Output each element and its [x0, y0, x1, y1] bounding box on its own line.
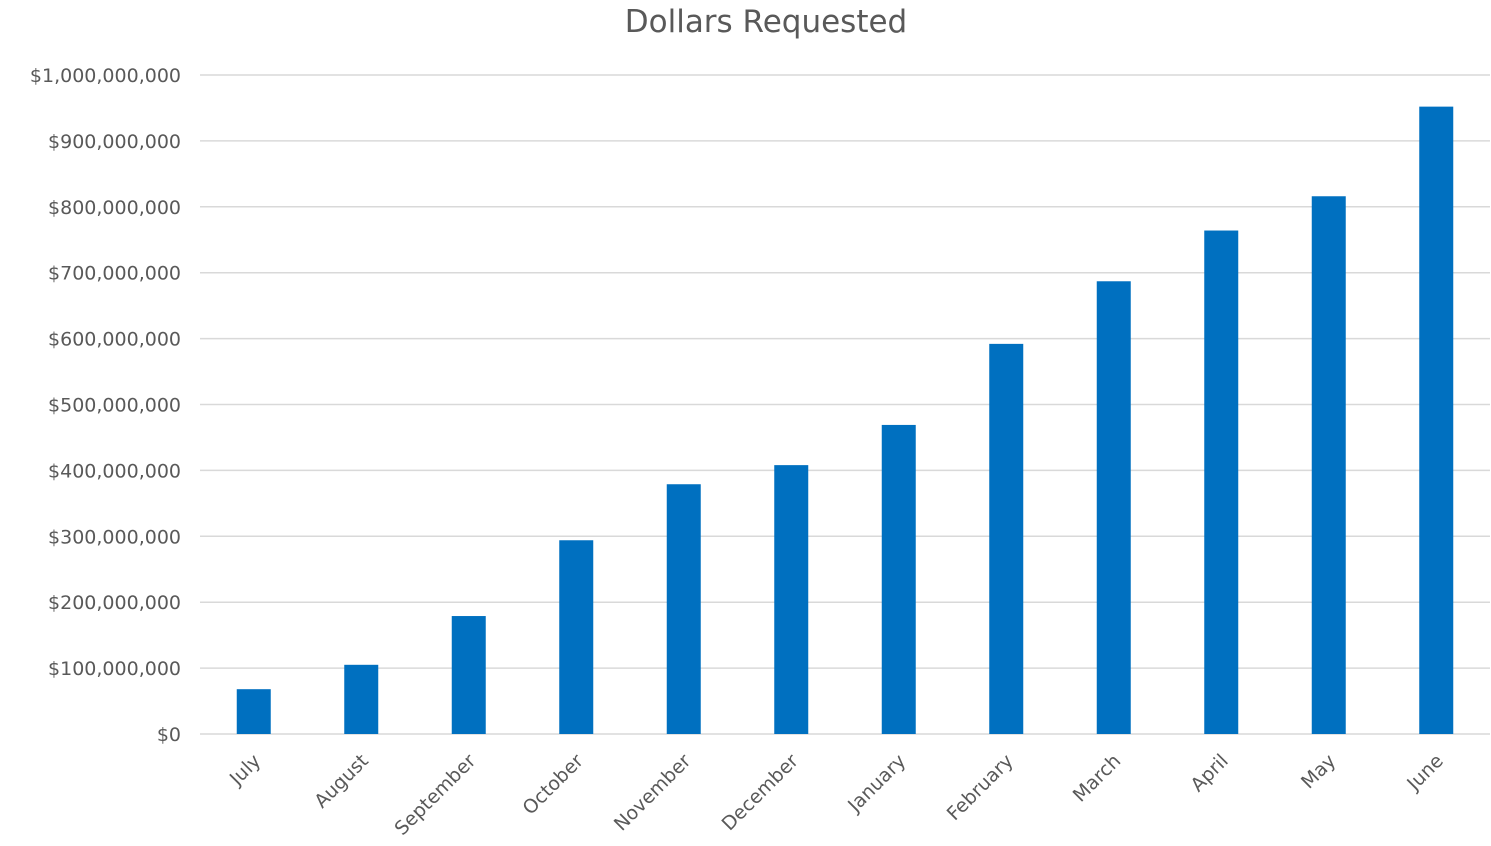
- y-tick-label: $1,000,000,000: [30, 65, 181, 87]
- bar-september: [451, 616, 486, 734]
- x-tick-label-august: August: [310, 750, 373, 813]
- x-tick-label-april: April: [1187, 750, 1233, 796]
- y-tick-label: $400,000,000: [48, 460, 181, 482]
- bar-october: [559, 540, 594, 734]
- x-tick-label-july: July: [225, 750, 265, 790]
- bar-july: [236, 689, 271, 734]
- bar-june: [1419, 106, 1454, 734]
- x-tick-label-december: December: [718, 750, 803, 835]
- bar-may: [1311, 196, 1346, 735]
- y-axis-tick-labels: $0 $100,000,000 $200,000,000 $300,000,000 $4…: [30, 65, 181, 746]
- y-tick-label: $0: [157, 724, 181, 746]
- y-tick-label: $300,000,000: [48, 526, 181, 548]
- x-tick-label-september: September: [390, 750, 480, 840]
- x-tick-label-october: October: [518, 750, 587, 819]
- x-axis-category-labels: July August September October November Decemb…: [225, 750, 1448, 840]
- y-tick-label: $200,000,000: [48, 592, 181, 614]
- bar-august: [344, 664, 379, 734]
- y-tick-label: $500,000,000: [48, 395, 181, 417]
- bar-january: [881, 424, 916, 734]
- x-tick-label-june: June: [1402, 750, 1448, 796]
- bar-april: [1204, 230, 1239, 735]
- y-tick-label: $900,000,000: [48, 131, 181, 153]
- bar-march: [1096, 281, 1131, 734]
- bar-december: [774, 465, 809, 734]
- x-tick-label-january: January: [843, 750, 910, 817]
- bar-november: [666, 484, 701, 734]
- x-tick-label-november: November: [610, 750, 696, 836]
- x-tick-label-may: May: [1297, 750, 1340, 793]
- x-tick-label-march: March: [1069, 750, 1126, 807]
- y-tick-label: $700,000,000: [48, 263, 181, 285]
- x-tick-label-february: February: [943, 750, 1018, 825]
- chart-title: Dollars Requested: [625, 4, 907, 40]
- y-tick-label: $800,000,000: [48, 197, 181, 219]
- gridlines: [200, 74, 1490, 735]
- y-tick-label: $100,000,000: [48, 658, 181, 680]
- bars: [236, 106, 1454, 735]
- bar-february: [989, 343, 1024, 734]
- y-tick-label: $600,000,000: [48, 329, 181, 351]
